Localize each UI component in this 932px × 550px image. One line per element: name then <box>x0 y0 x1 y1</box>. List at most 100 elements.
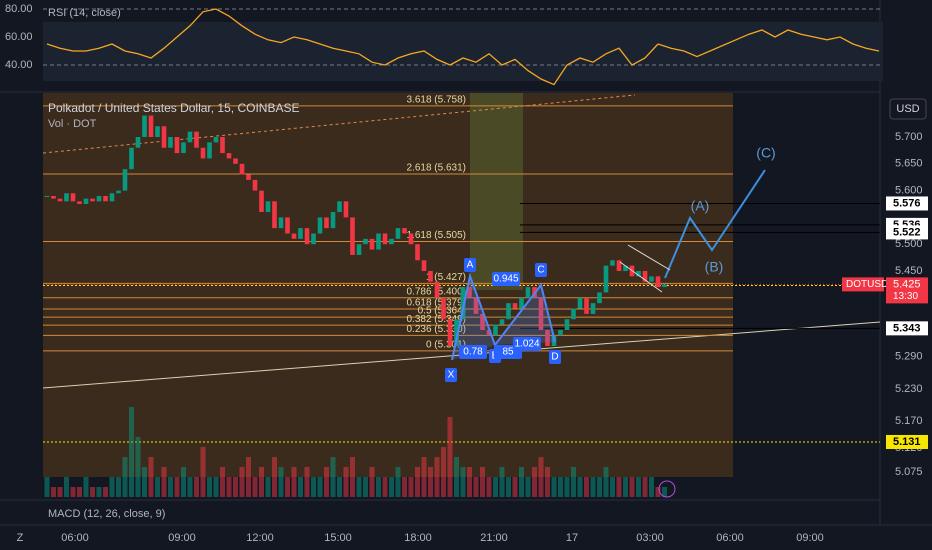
volume-bar <box>155 477 160 497</box>
price-tick-label: 5.230 <box>895 383 923 395</box>
fib-label: 1.618 (5.505) <box>407 230 467 241</box>
volume-bar <box>512 477 518 497</box>
candle <box>434 281 440 298</box>
pattern-point-box <box>445 368 457 382</box>
candle <box>597 292 602 304</box>
candle <box>447 319 453 347</box>
volume-bar <box>213 477 219 497</box>
rsi-line <box>657 29 880 58</box>
candle <box>343 201 349 218</box>
time-tick-label: 18:00 <box>404 532 432 544</box>
rsi-tick-label: 40.00 <box>5 59 33 71</box>
candle <box>90 198 95 202</box>
currency[interactable]: USD <box>896 103 919 115</box>
volume-bar <box>480 467 485 497</box>
time-tick-label: 09:00 <box>796 532 824 544</box>
rsi-tick-label: 80.00 <box>5 3 33 15</box>
price-marker-label: 5.131 <box>893 436 921 448</box>
volume-bar <box>272 457 277 497</box>
volume-bar <box>571 467 576 497</box>
macd-title: MACD (12, 26, close, 9) <box>48 508 165 520</box>
volume-bar <box>317 477 323 497</box>
volume-bar <box>330 457 336 497</box>
candle <box>642 271 648 282</box>
price-marker <box>886 321 928 336</box>
candle <box>350 217 355 255</box>
price-tick-label: 5.075 <box>895 466 923 478</box>
candle <box>415 244 420 261</box>
harmonic-fill <box>452 276 495 360</box>
volume-bar <box>363 477 368 497</box>
volume-bar <box>564 477 570 497</box>
candle <box>499 319 505 325</box>
candle <box>395 228 401 239</box>
volume-bar <box>96 487 102 497</box>
candle <box>493 324 498 336</box>
rsi-band <box>43 22 883 81</box>
candle <box>363 238 368 245</box>
time-tick-label: 09:00 <box>168 532 196 544</box>
zoom-icon[interactable]: Z <box>17 532 24 544</box>
candle <box>655 276 661 288</box>
wave-label: (A) <box>691 198 710 214</box>
volume-bar <box>51 487 56 497</box>
event-icon[interactable] <box>658 480 676 498</box>
fib-label: 3.618 (5.758) <box>407 95 467 106</box>
ratio-box <box>513 337 541 351</box>
volume-bar <box>109 477 115 497</box>
candle <box>298 228 303 239</box>
currency-button[interactable] <box>889 98 927 120</box>
volume-bar <box>623 477 628 497</box>
candle <box>337 201 342 213</box>
candle <box>259 190 264 213</box>
time-tick-label: 03:00 <box>636 532 664 544</box>
volume-bar <box>64 477 69 497</box>
candle <box>571 308 576 320</box>
volume-bar <box>44 477 50 497</box>
volume-bar <box>129 407 134 497</box>
wave-label: (B) <box>705 259 724 275</box>
volume-bar <box>337 477 342 497</box>
countdown: 13:30 <box>893 291 918 302</box>
volume-bar <box>460 467 466 497</box>
volume-bar <box>259 467 264 497</box>
volume-bar <box>519 467 524 497</box>
volume-bar <box>220 467 225 497</box>
candle <box>161 126 167 148</box>
price-tick-label: 5.170 <box>895 415 923 427</box>
volume-bar <box>558 477 563 497</box>
candle <box>577 297 583 309</box>
candle <box>155 126 160 137</box>
candle <box>428 271 433 282</box>
volume-bar <box>642 477 648 497</box>
candle <box>538 297 544 330</box>
volume-bar <box>311 477 316 497</box>
time-tick-label: 15:00 <box>324 532 352 544</box>
volume-bar <box>597 477 602 497</box>
candle <box>512 303 518 309</box>
volume-bar <box>285 477 290 497</box>
candle <box>564 319 570 330</box>
candle <box>382 233 388 245</box>
volume-bar <box>265 477 271 497</box>
volume-bar <box>454 457 459 497</box>
candle <box>77 201 82 204</box>
volume-bar <box>103 487 108 497</box>
candle <box>291 233 297 239</box>
fib-label: 0.618 (5.379) <box>407 298 467 309</box>
volume-bar <box>415 467 420 497</box>
volume-bar <box>532 467 537 497</box>
ratio-box <box>459 345 487 359</box>
time-tick-label: 21:00 <box>480 532 508 544</box>
fib-label: 0.382 (5.349) <box>407 314 467 325</box>
harmonic-fill <box>495 285 555 345</box>
volume-bar <box>421 457 427 497</box>
candle <box>408 233 414 245</box>
volume-bar <box>584 477 589 497</box>
candle <box>96 195 102 202</box>
volume-bar <box>590 477 596 497</box>
volume-bar <box>655 487 661 497</box>
candle <box>194 131 199 148</box>
volume-bar <box>447 417 453 497</box>
pattern-point: X <box>448 370 455 381</box>
